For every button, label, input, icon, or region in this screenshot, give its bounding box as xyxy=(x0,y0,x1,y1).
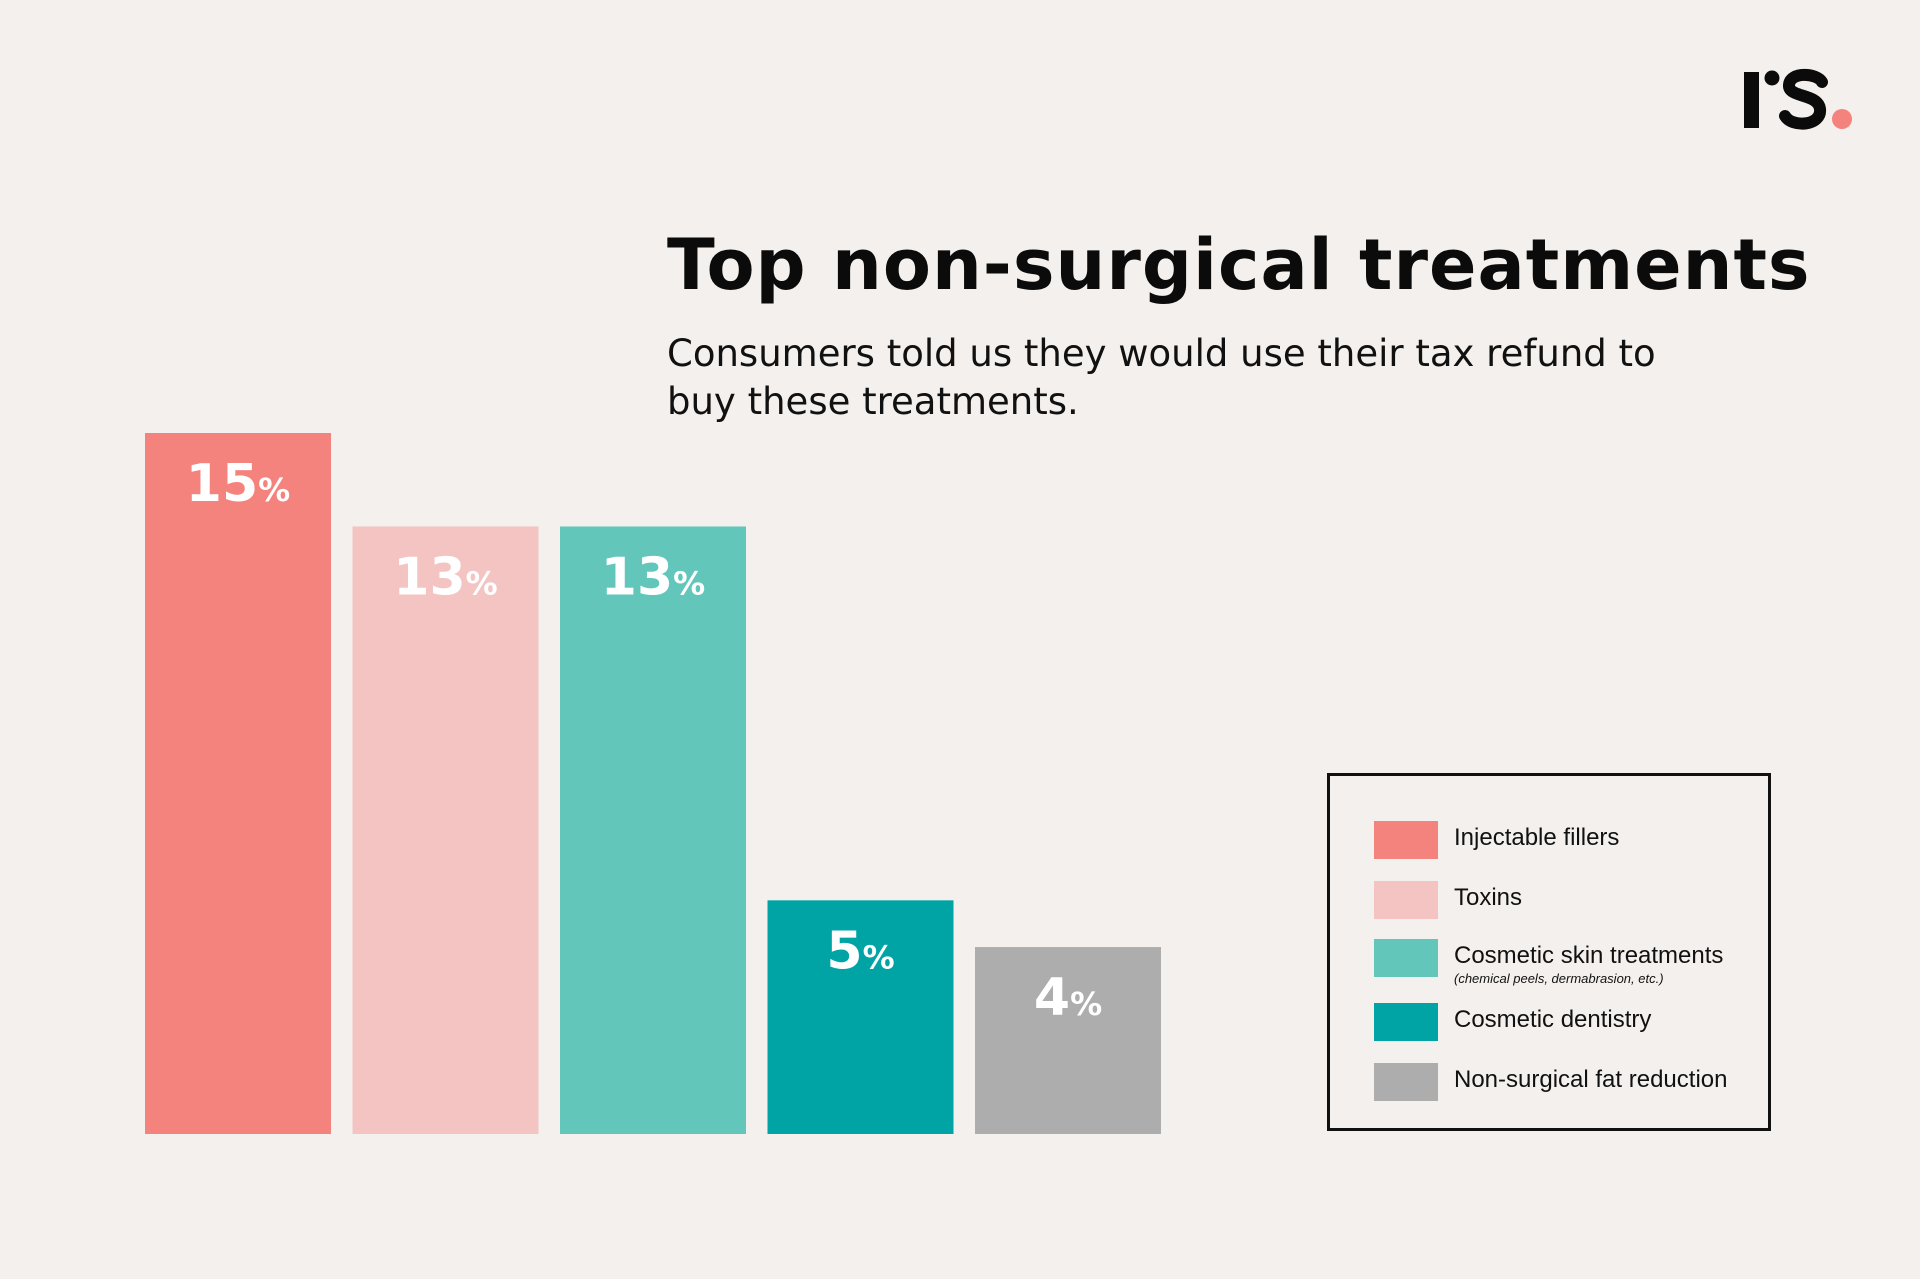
data-label-4: 5% xyxy=(826,921,894,981)
bar-5 xyxy=(975,947,1161,1134)
data-label-5: 4% xyxy=(1034,968,1102,1028)
chart-legend: Injectable fillers Toxins Cosmetic skin tr… xyxy=(1327,773,1771,1131)
legend-label: Injectable fillers xyxy=(1454,824,1620,851)
rs-logo xyxy=(1744,68,1852,130)
bar-4 xyxy=(767,900,954,1134)
legend-swatch xyxy=(1374,881,1438,919)
data-label-3: 13% xyxy=(601,547,705,607)
legend-note: (chemical peels, dermabrasion, etc.) xyxy=(1454,971,1664,986)
legend-swatch xyxy=(1374,821,1438,859)
legend-label: Cosmetic dentistry xyxy=(1454,1006,1652,1033)
data-label-1: 15% xyxy=(186,454,290,514)
legend-swatch xyxy=(1374,1003,1438,1041)
legend-swatch xyxy=(1374,939,1438,977)
legend-label: Toxins xyxy=(1454,884,1523,911)
bar-3 xyxy=(560,526,746,1134)
legend-swatch xyxy=(1374,1063,1438,1101)
data-label-2: 13% xyxy=(393,547,497,607)
bar-2 xyxy=(352,526,539,1134)
bar-1 xyxy=(145,433,331,1134)
chart-subtitle: Consumers told us they would use their t… xyxy=(667,332,1656,423)
legend-label: Cosmetic skin treatments xyxy=(1454,942,1724,969)
legend-label: Non-surgical fat reduction xyxy=(1454,1066,1728,1093)
chart-title: Top non-surgical treatments xyxy=(667,224,1811,306)
